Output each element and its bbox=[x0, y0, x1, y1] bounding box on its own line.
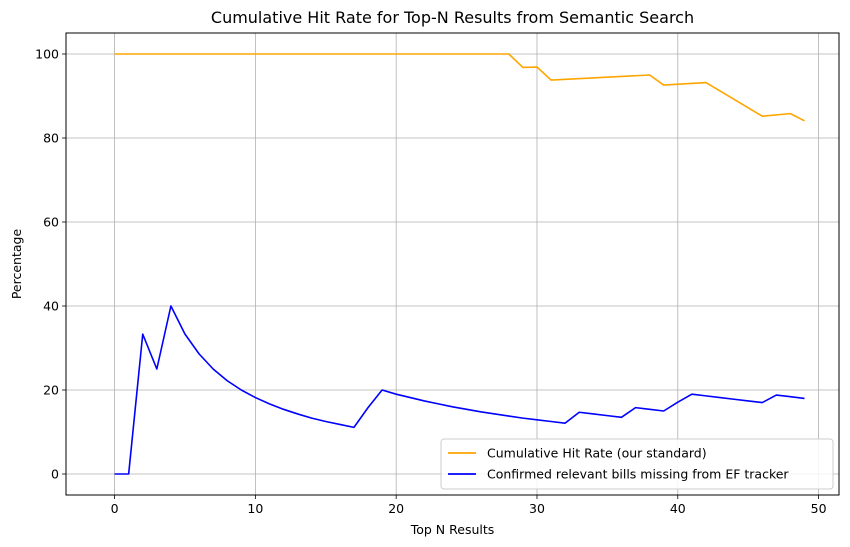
x-tick-label: 10 bbox=[247, 501, 263, 516]
legend-box bbox=[440, 438, 834, 490]
x-axis-ticks: 0 10 20 30 40 50 bbox=[111, 495, 827, 516]
x-tick-label: 30 bbox=[529, 501, 545, 516]
x-tick-label: 0 bbox=[111, 501, 119, 516]
legend-entry-2: Confirmed relevant bills missing from EF… bbox=[487, 467, 789, 482]
series-line-1 bbox=[114, 53, 805, 122]
legend: Cumulative Hit Rate (our standard) Confir… bbox=[440, 438, 834, 490]
x-tick-label: 20 bbox=[388, 501, 404, 516]
y-axis-label: Percentage bbox=[9, 229, 24, 300]
x-tick-label: 50 bbox=[811, 501, 827, 516]
legend-entry-1: Cumulative Hit Rate (our standard) bbox=[487, 446, 707, 461]
y-tick-label: 40 bbox=[43, 299, 59, 314]
series-line-2 bbox=[114, 305, 805, 475]
y-axis-ticks: 0 20 40 60 80 100 bbox=[35, 47, 66, 482]
y-tick-label: 80 bbox=[43, 131, 59, 146]
plot-frame bbox=[65, 32, 840, 496]
y-tick-label: 20 bbox=[43, 383, 59, 398]
chart-title: Cumulative Hit Rate for Top-N Results fr… bbox=[211, 8, 694, 27]
x-axis-label: Top N Results bbox=[410, 522, 495, 537]
y-tick-label: 100 bbox=[35, 47, 59, 62]
y-tick-label: 60 bbox=[43, 215, 59, 230]
y-tick-label: 0 bbox=[51, 467, 59, 482]
plot-lines bbox=[114, 53, 805, 475]
x-tick-label: 40 bbox=[670, 501, 686, 516]
